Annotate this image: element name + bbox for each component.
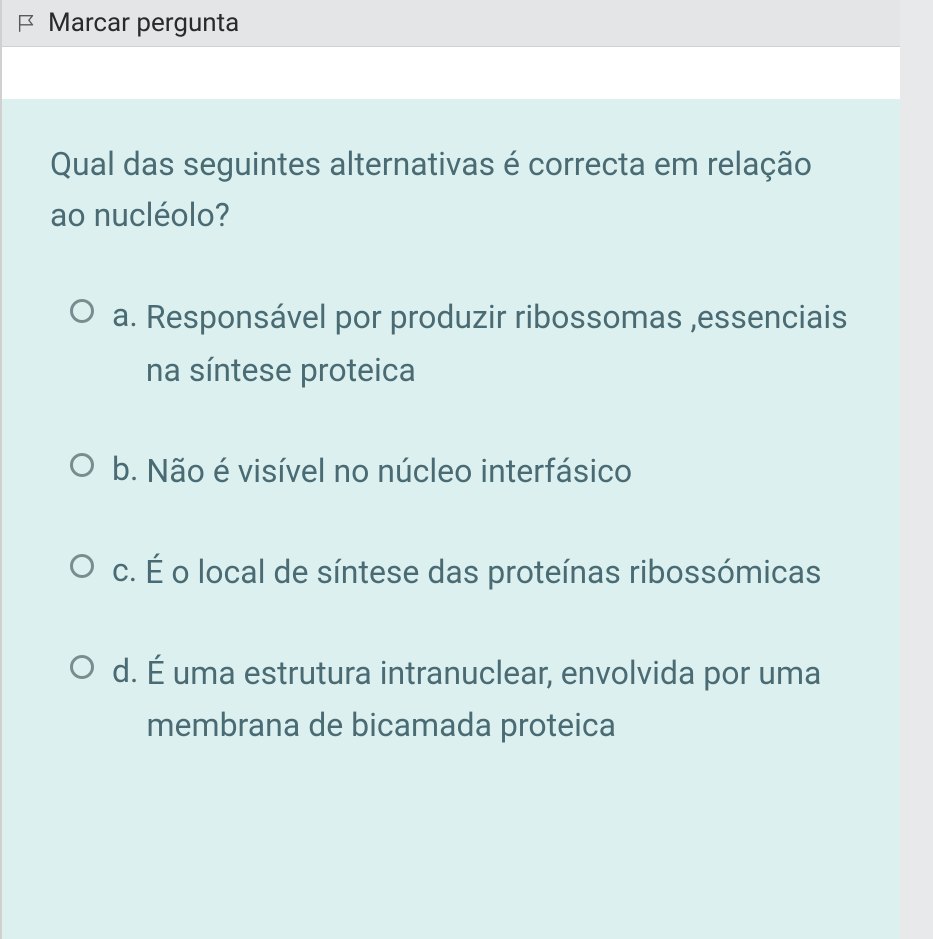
option-content: b. Não é visível no núcleo interfásico (112, 445, 852, 498)
option-letter: d. (112, 647, 138, 695)
option-row[interactable]: c. É o local de síntese das proteínas ri… (70, 546, 852, 599)
option-row[interactable]: a. Responsável por produzir ribossomas ,… (70, 291, 852, 397)
radio-button[interactable] (70, 655, 94, 679)
option-text: Responsável por produzir ribossomas ,ess… (146, 291, 852, 397)
options-list: a. Responsável por produzir ribossomas ,… (50, 291, 852, 752)
option-text: É uma estrutura intranuclear, envolvida … (146, 647, 852, 753)
option-row[interactable]: b. Não é visível no núcleo interfásico (70, 445, 852, 498)
question-container: Marcar pergunta Qual das seguintes alter… (0, 0, 900, 939)
question-text: Qual das seguintes alternativas é correc… (50, 139, 852, 241)
option-text: É o local de síntese das proteínas ribos… (145, 546, 821, 599)
option-content: d. É uma estrutura intranuclear, envolvi… (112, 647, 852, 753)
question-area: Qual das seguintes alternativas é correc… (2, 99, 900, 939)
option-row[interactable]: d. É uma estrutura intranuclear, envolvi… (70, 647, 852, 753)
option-letter: c. (112, 546, 137, 594)
flag-icon (16, 12, 38, 34)
option-letter: a. (112, 291, 138, 339)
radio-button[interactable] (70, 453, 94, 477)
option-text: Não é visível no núcleo interfásico (146, 445, 632, 498)
flag-question-label: Marcar pergunta (48, 8, 239, 38)
option-letter: b. (112, 445, 138, 493)
radio-button[interactable] (70, 554, 94, 578)
radio-button[interactable] (70, 299, 94, 323)
option-content: a. Responsável por produzir ribossomas ,… (112, 291, 852, 397)
flag-question-bar[interactable]: Marcar pergunta (2, 0, 900, 47)
spacer (2, 47, 900, 99)
option-content: c. É o local de síntese das proteínas ri… (112, 546, 852, 599)
